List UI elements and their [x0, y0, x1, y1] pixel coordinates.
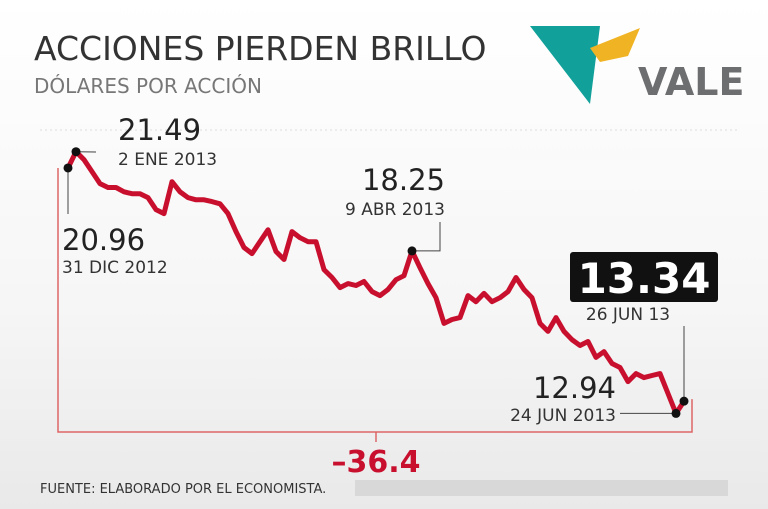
date-label: 31 DIC 2012: [62, 258, 168, 278]
point-marker: [71, 147, 81, 157]
leader-line: [412, 222, 441, 252]
source: FUENTE: ELABORADO POR EL ECONOMISTA.: [40, 482, 326, 497]
value-label: 21.49: [118, 113, 201, 147]
chart-subtitle: DÓLARES POR ACCIÓN: [34, 74, 262, 98]
logo: VALE: [530, 26, 744, 104]
date-label: 26 JUN 13: [586, 305, 670, 325]
redacted-bar: [355, 480, 728, 496]
highlight-box: [570, 252, 718, 302]
value-label: 12.94: [533, 371, 616, 405]
logo-shape: [590, 28, 640, 62]
chart-title: ACCIONES PIERDEN BRILLO: [34, 29, 486, 68]
change-label: –36.4: [331, 445, 420, 480]
price-line: [65, 149, 687, 416]
logo-shape: [530, 26, 600, 104]
value-label: 18.25: [362, 163, 445, 197]
point-marker: [671, 408, 681, 418]
point-marker: [407, 246, 417, 256]
value-label: 20.96: [62, 223, 145, 257]
logo-text: VALE: [638, 60, 744, 104]
date-label: 9 ABR 2013: [345, 200, 445, 220]
point-marker: [679, 396, 689, 406]
value-label: 13.34: [578, 254, 711, 303]
point-marker: [63, 163, 73, 173]
date-label: 2 ENE 2013: [118, 150, 217, 170]
date-label: 24 JUN 2013: [510, 406, 616, 426]
change-bracket: [57, 167, 693, 433]
